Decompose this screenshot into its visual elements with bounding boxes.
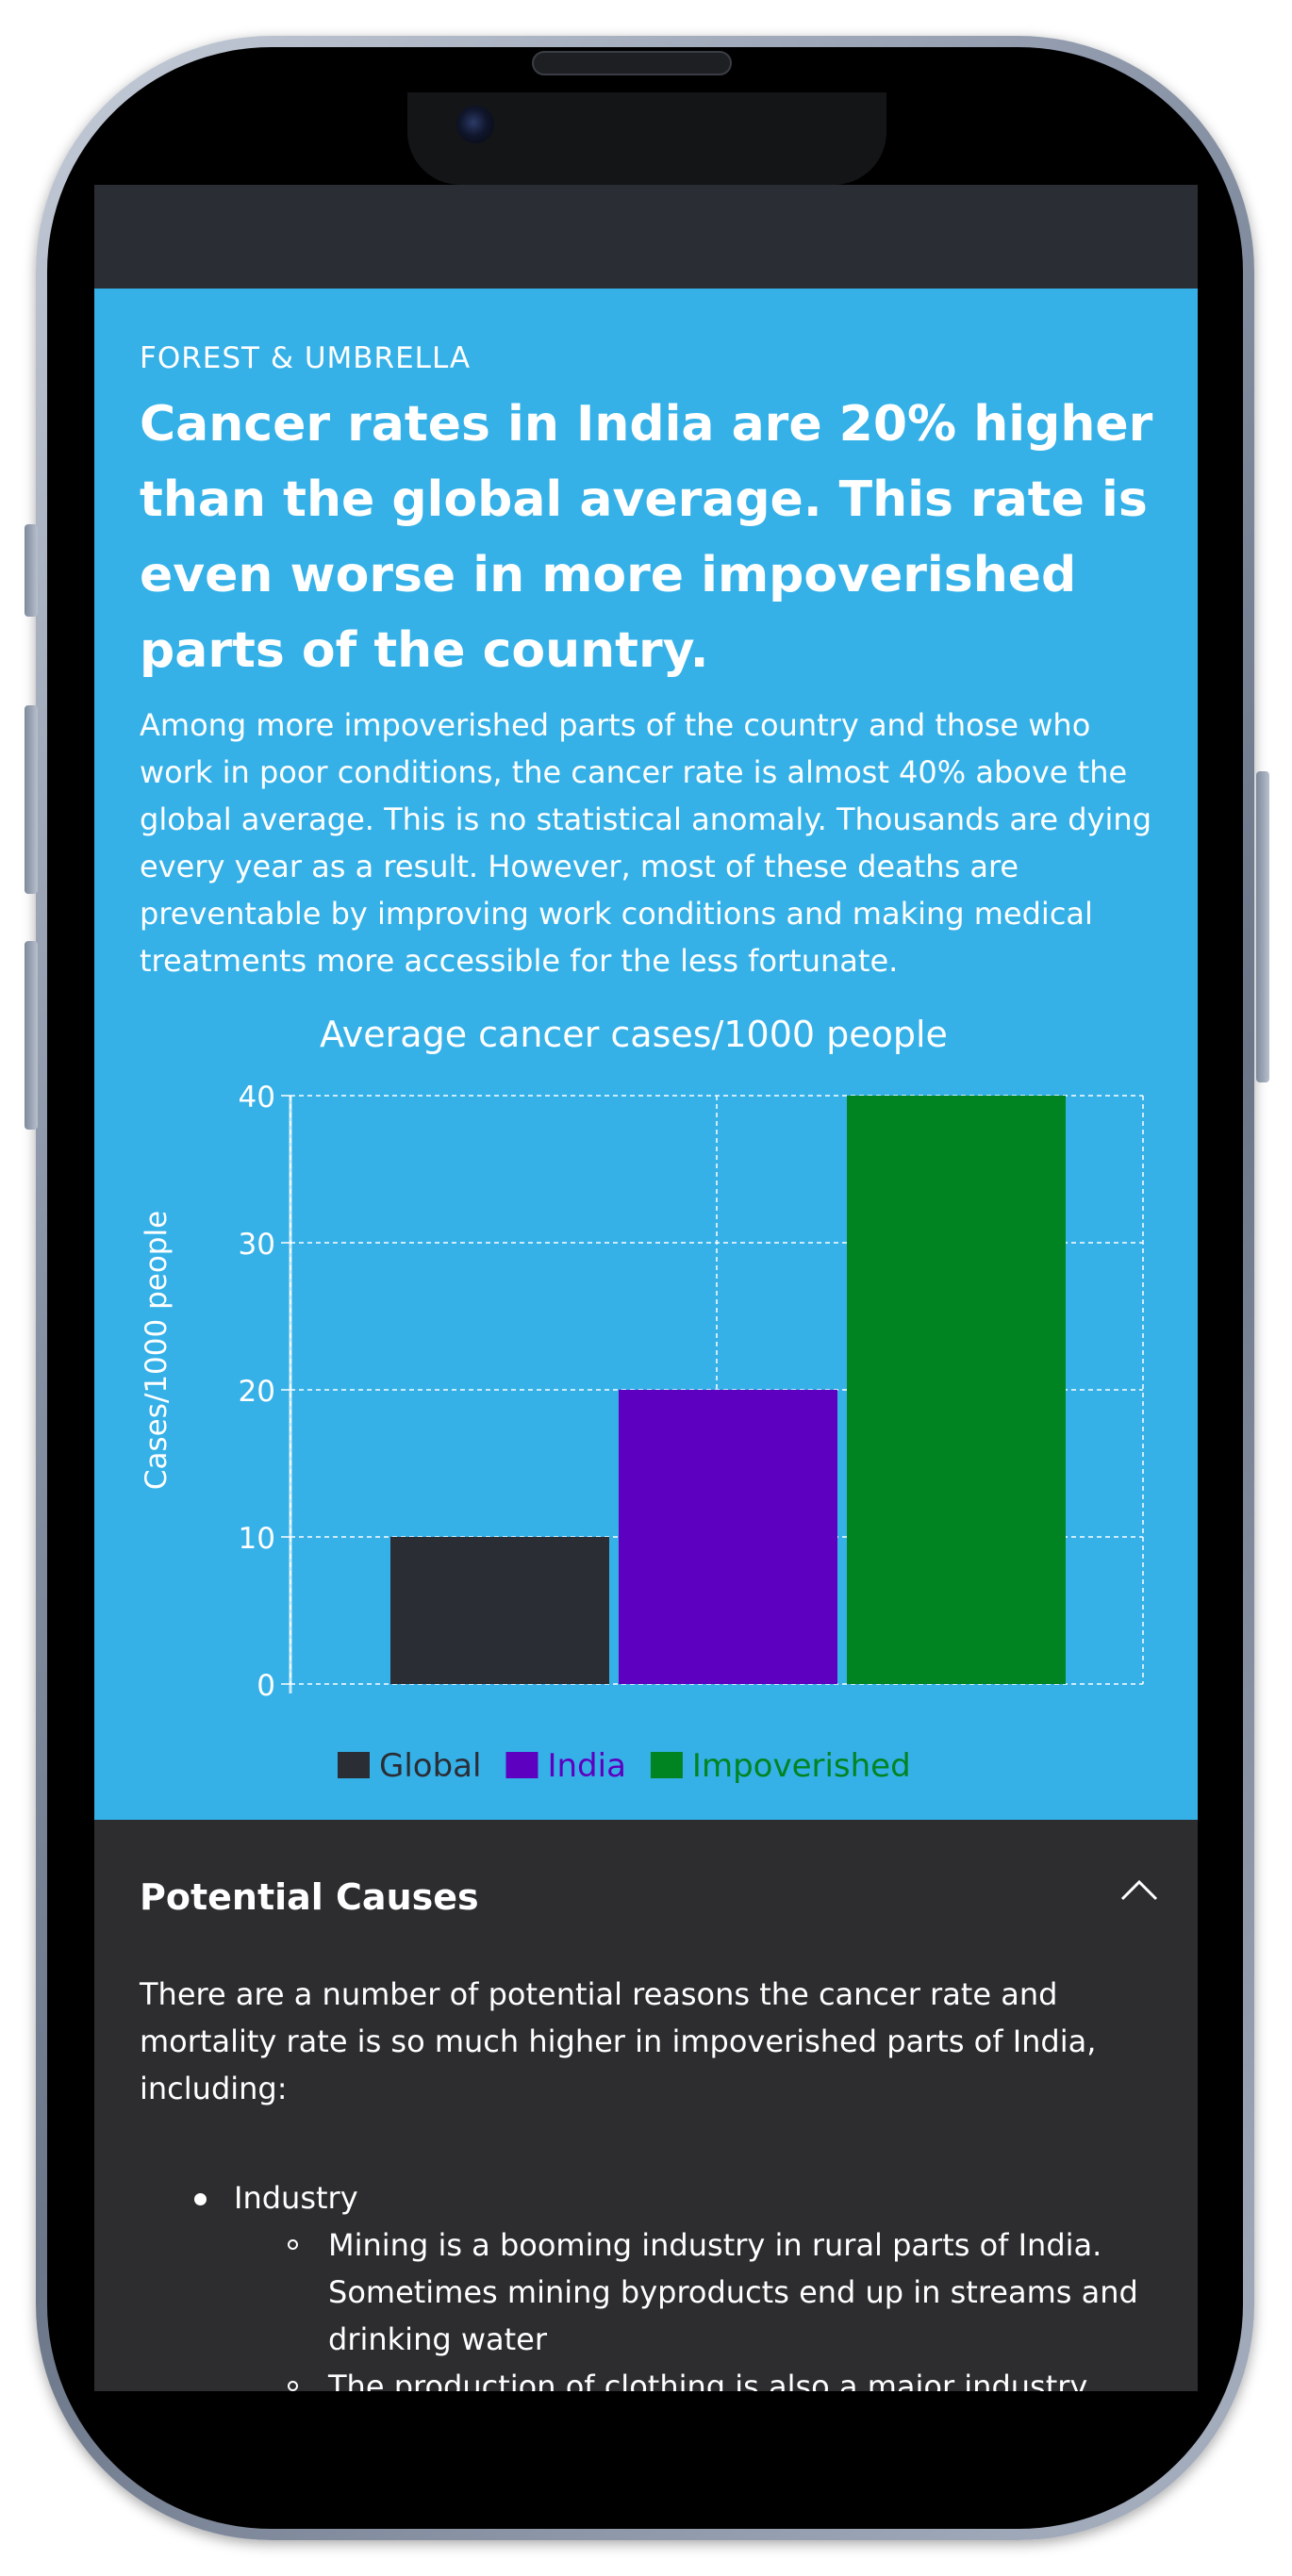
volume-up-button [25, 705, 38, 894]
legend-label[interactable]: Global [379, 1747, 481, 1785]
cause-item-label: Industry [234, 2180, 358, 2216]
potential-causes-heading[interactable]: Potential Causes [140, 1876, 479, 1918]
chart-y-axis: 0 10 20 30 40 [239, 1081, 292, 1703]
chart-bar-india[interactable] [619, 1390, 837, 1684]
potential-causes-section: Potential Causes There are a number of p… [94, 1820, 1198, 2391]
cancer-bar-chart: Average cancer cases/1000 people Cases/1… [140, 1014, 1144, 1785]
legend-swatch [505, 1752, 538, 1778]
intro-paragraph: Among more impoverished parts of the cou… [140, 707, 1151, 979]
legend-label[interactable]: Impoverished [692, 1747, 911, 1785]
volume-down-button [25, 941, 38, 1130]
brand-label: FOREST & UMBRELLA [140, 341, 472, 375]
chart-bars [390, 1096, 1066, 1684]
chart-y-tick-label: 0 [257, 1669, 275, 1703]
chart-legend: Global India Impoverished [338, 1747, 911, 1785]
top-app-bar [94, 185, 1198, 289]
chart-title: Average cancer cases/1000 people [320, 1014, 948, 1055]
legend-label[interactable]: India [547, 1747, 625, 1785]
causes-intro: There are a number of potential reasons … [140, 1976, 1097, 2106]
cause-list: Industry Mining is a booming industry in… [140, 2174, 1158, 2391]
chart-y-tick-label: 30 [239, 1228, 275, 1262]
chart-y-axis-label: Cases/1000 people [140, 1211, 174, 1490]
action-button [25, 524, 38, 617]
cause-sublist: Mining is a booming industry in rural pa… [234, 2221, 1158, 2391]
list-item: Industry Mining is a booming industry in… [140, 2174, 1158, 2391]
phone-screen: FOREST & UMBRELLA Cancer rates in India … [94, 185, 1198, 2391]
chart-bar-impoverished[interactable] [847, 1096, 1066, 1684]
chart-bar-global[interactable] [390, 1537, 609, 1684]
list-item: Mining is a booming industry in rural pa… [234, 2221, 1158, 2363]
chart-y-tick-label: 40 [239, 1081, 275, 1115]
chevron-up-icon[interactable] [1118, 1874, 1160, 1903]
power-button [1256, 771, 1269, 1082]
legend-swatch [338, 1752, 370, 1778]
legend-swatch [650, 1752, 683, 1778]
hero-section: FOREST & UMBRELLA Cancer rates in India … [94, 289, 1198, 1820]
earpiece-speaker [532, 51, 732, 75]
front-camera-icon [456, 106, 494, 143]
page-headline: Cancer rates in India are 20% higher tha… [140, 396, 1153, 679]
chart-y-tick-label: 20 [239, 1375, 275, 1409]
list-item: The production of clothing is also a maj… [234, 2363, 1158, 2391]
chart-y-tick-label: 10 [239, 1522, 275, 1556]
